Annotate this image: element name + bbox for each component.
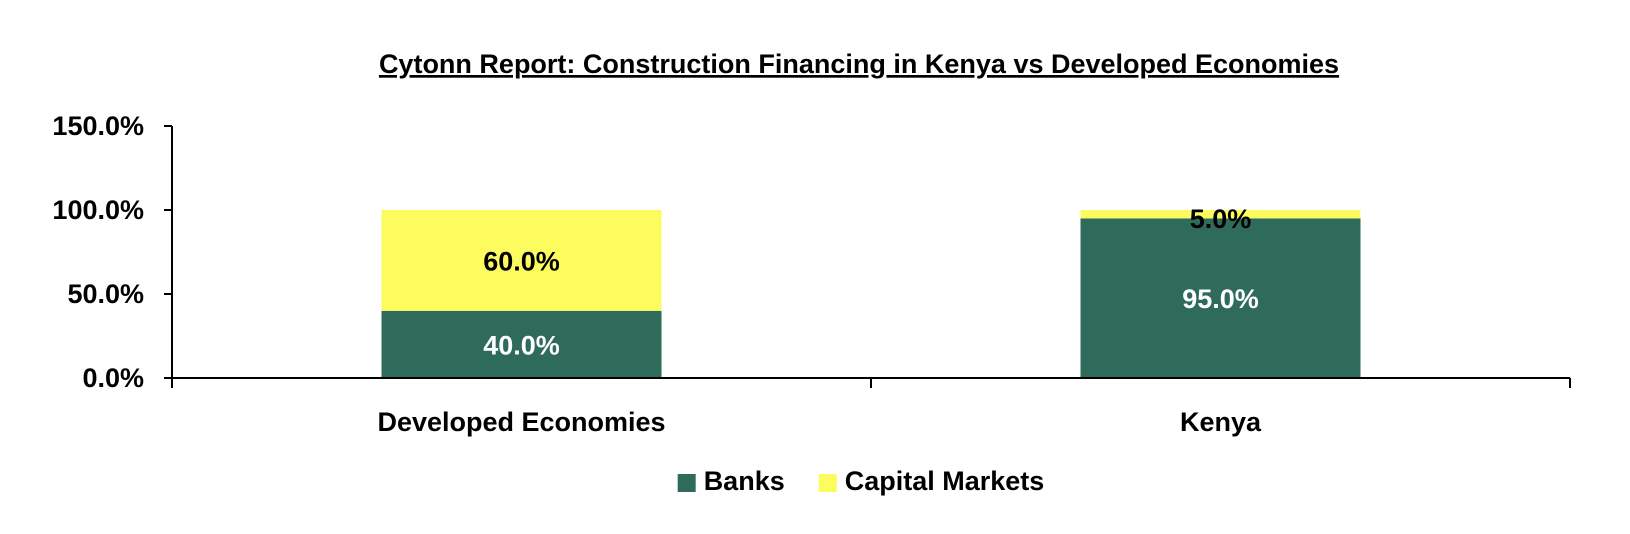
x-axis-category-labels: Developed Economies Kenya [377, 407, 1262, 437]
legend-swatch-capital-markets [818, 474, 837, 492]
legend-swatch-banks [677, 474, 696, 492]
data-label-banks: 40.0% [483, 330, 560, 360]
x-category-label: Developed Economies [377, 407, 665, 437]
bar-series-group [381, 210, 1361, 378]
bar-banks [381, 310, 662, 378]
data-label-banks: 95.0% [1182, 284, 1259, 314]
chart-title: Cytonn Report: Construction Financing in… [379, 49, 1339, 79]
legend-label-banks: Banks [704, 466, 785, 496]
data-label-capital-markets: 60.0% [483, 246, 560, 276]
bar-banks [1080, 218, 1361, 378]
y-tick-label: 50.0% [67, 279, 144, 309]
bar-capital-markets [1080, 210, 1361, 219]
legend: Banks Capital Markets [677, 466, 1045, 496]
y-tick-label: 0.0% [82, 363, 144, 393]
data-labels-group: 40.0% 60.0% 95.0% 5.0% [483, 204, 1259, 360]
data-label-capital-markets: 5.0% [1190, 204, 1252, 234]
x-axis-ticks [171, 378, 1571, 388]
y-axis-ticks: 0.0% 50.0% 100.0% 150.0% [52, 111, 172, 393]
x-category-label: Kenya [1180, 407, 1262, 437]
bar-capital-markets [381, 210, 662, 311]
y-tick-label: 150.0% [52, 111, 144, 141]
y-tick-label: 100.0% [52, 195, 144, 225]
legend-label-capital-markets: Capital Markets [845, 466, 1045, 496]
